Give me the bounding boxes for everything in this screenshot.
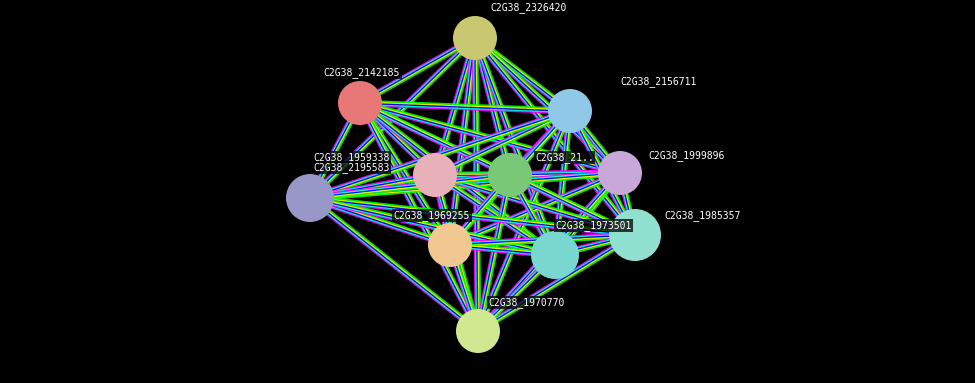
Text: C2G38_2156711: C2G38_2156711: [620, 76, 696, 87]
Circle shape: [453, 16, 497, 60]
Circle shape: [456, 309, 500, 353]
Circle shape: [428, 223, 472, 267]
Text: C2G38_2326420: C2G38_2326420: [490, 2, 566, 13]
Circle shape: [413, 153, 457, 197]
Text: C2G38_1970770: C2G38_1970770: [488, 297, 565, 308]
Text: C2G38_1973501: C2G38_1973501: [555, 220, 632, 231]
Text: C2G38_1969255: C2G38_1969255: [394, 210, 470, 221]
Text: C2G38_2142185: C2G38_2142185: [324, 67, 400, 78]
Circle shape: [598, 151, 642, 195]
Circle shape: [488, 153, 532, 197]
Text: C2G38_1999896: C2G38_1999896: [648, 150, 724, 161]
Circle shape: [548, 89, 592, 133]
Text: C2G38_21..: C2G38_21..: [535, 152, 594, 163]
Text: C2G38_1985357: C2G38_1985357: [664, 210, 740, 221]
Text: C2G38_1959338: C2G38_1959338: [314, 152, 390, 163]
Circle shape: [609, 209, 661, 261]
Circle shape: [531, 231, 579, 279]
Circle shape: [338, 81, 382, 125]
Text: C2G38_2195583: C2G38_2195583: [313, 162, 389, 173]
Circle shape: [286, 174, 334, 222]
